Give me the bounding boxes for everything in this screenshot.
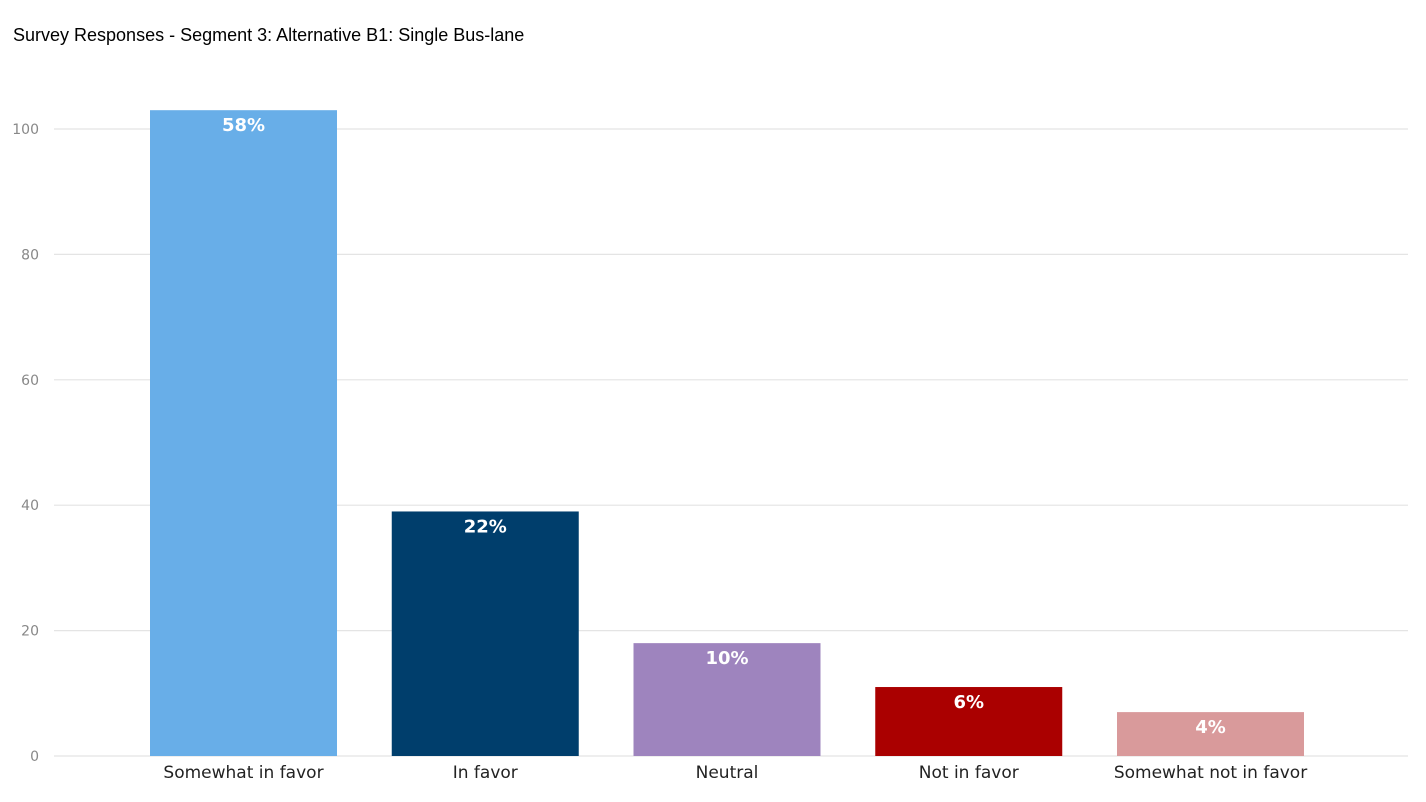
y-tick-label: 20: [21, 624, 39, 640]
y-tick-label: 60: [21, 373, 39, 389]
data-label: 58%: [222, 115, 265, 136]
bar: [875, 687, 1063, 756]
chart-title: Survey Responses - Segment 3: Alternativ…: [13, 25, 525, 45]
bar: [1117, 712, 1304, 756]
y-tick-label: 100: [12, 122, 39, 138]
x-tick-label: Not in favor: [919, 763, 1019, 783]
x-tick-label: In favor: [453, 763, 518, 783]
x-tick-label: Somewhat in favor: [163, 763, 323, 783]
bar: [633, 643, 821, 756]
bars: 58% 22% 10% 6% 4%: [150, 110, 1304, 756]
x-tick-label: Neutral: [696, 763, 759, 783]
bar: [150, 110, 337, 756]
x-tick-label: Somewhat not in favor: [1114, 763, 1307, 783]
y-tick-label: 40: [21, 498, 39, 514]
y-tick-label: 80: [21, 247, 39, 263]
data-label: 6%: [953, 692, 984, 713]
bar: [391, 511, 579, 756]
data-label: 10%: [705, 648, 748, 669]
y-axis-ticks: 0 20 40 60 80 100: [12, 122, 39, 765]
x-axis-ticks: Somewhat in favor In favor Neutral Not in f…: [163, 763, 1307, 783]
data-label: 22%: [464, 516, 507, 537]
y-tick-label: 0: [30, 749, 39, 765]
data-label: 4%: [1195, 717, 1226, 738]
